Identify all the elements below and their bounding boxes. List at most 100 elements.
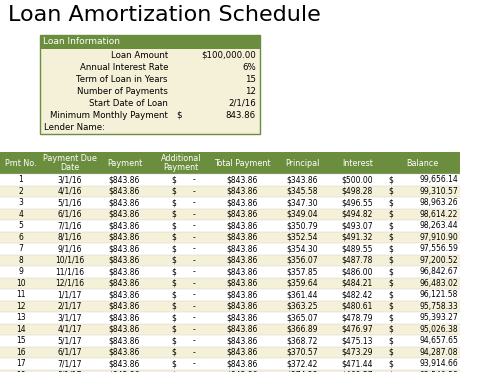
- Text: $: $: [388, 371, 394, 372]
- Text: $: $: [172, 371, 176, 372]
- Text: 95,393.27: 95,393.27: [419, 313, 458, 322]
- Text: $: $: [172, 244, 176, 253]
- Text: $843.86: $843.86: [227, 336, 258, 345]
- Text: $: $: [172, 290, 176, 299]
- Bar: [40, 35, 260, 49]
- Text: $361.44: $361.44: [287, 290, 318, 299]
- Bar: [0, 220, 460, 231]
- Text: 2: 2: [18, 187, 24, 196]
- Text: Interest: Interest: [342, 158, 373, 167]
- Text: $359.64: $359.64: [286, 279, 318, 288]
- Text: $843.86: $843.86: [109, 187, 140, 196]
- Text: $: $: [388, 198, 394, 207]
- Text: $843.86: $843.86: [227, 256, 258, 265]
- Text: 15: 15: [245, 74, 256, 83]
- Text: $: $: [388, 302, 394, 311]
- Text: $: $: [172, 256, 176, 265]
- Text: $349.04: $349.04: [286, 210, 318, 219]
- Text: $: $: [388, 290, 394, 299]
- Text: 11: 11: [16, 290, 26, 299]
- Text: 12: 12: [245, 87, 256, 96]
- Text: $: $: [172, 267, 176, 276]
- Text: -: -: [192, 256, 195, 265]
- Text: 93,540.38: 93,540.38: [419, 371, 458, 372]
- Text: $843.86: $843.86: [227, 359, 258, 368]
- Text: $843.86: $843.86: [109, 302, 140, 311]
- Text: $486.00: $486.00: [342, 267, 373, 276]
- Text: Minimum Monthly Payment: Minimum Monthly Payment: [50, 110, 168, 119]
- Text: $843.86: $843.86: [109, 371, 140, 372]
- Text: $: $: [172, 359, 176, 368]
- Text: $: $: [176, 110, 182, 119]
- Text: $370.57: $370.57: [286, 348, 318, 357]
- Text: $: $: [172, 175, 176, 184]
- Text: $: $: [172, 313, 176, 322]
- Text: $843.86: $843.86: [109, 256, 140, 265]
- Text: $843.86: $843.86: [109, 313, 140, 322]
- Text: 10/1/16: 10/1/16: [55, 256, 84, 265]
- Text: Start Date of Loan: Start Date of Loan: [89, 99, 168, 108]
- Text: Loan Amount: Loan Amount: [111, 51, 168, 60]
- Text: -: -: [192, 325, 195, 334]
- Text: 843.86: 843.86: [226, 110, 256, 119]
- Text: $: $: [172, 302, 176, 311]
- Text: 97,556.59: 97,556.59: [419, 244, 458, 253]
- Text: -: -: [192, 336, 195, 345]
- Text: 13: 13: [16, 313, 26, 322]
- Text: 7/1/16: 7/1/16: [57, 221, 82, 230]
- Bar: [0, 208, 460, 220]
- Text: -: -: [192, 313, 195, 322]
- Text: $843.86: $843.86: [227, 279, 258, 288]
- Text: $354.30: $354.30: [286, 244, 318, 253]
- Text: -: -: [192, 267, 195, 276]
- Text: -: -: [192, 233, 195, 242]
- Text: 6: 6: [18, 233, 24, 242]
- Text: 6/1/17: 6/1/17: [57, 348, 82, 357]
- Text: 97,910.90: 97,910.90: [419, 233, 458, 242]
- Bar: [0, 358, 460, 369]
- Text: 7/1/17: 7/1/17: [57, 359, 82, 368]
- Text: $: $: [388, 244, 394, 253]
- Text: 9: 9: [18, 267, 24, 276]
- Text: $843.86: $843.86: [227, 244, 258, 253]
- Text: $365.07: $365.07: [286, 313, 318, 322]
- Text: 8/1/16: 8/1/16: [58, 233, 82, 242]
- Text: 96,483.02: 96,483.02: [420, 279, 458, 288]
- Text: 4/1/17: 4/1/17: [57, 325, 82, 334]
- Text: 5/1/16: 5/1/16: [57, 198, 82, 207]
- Text: $469.57: $469.57: [342, 371, 374, 372]
- Text: $843.86: $843.86: [109, 279, 140, 288]
- Text: $493.07: $493.07: [342, 221, 374, 230]
- Text: -: -: [192, 244, 195, 253]
- Bar: [0, 152, 460, 174]
- Text: Additional
Payment: Additional Payment: [161, 154, 201, 172]
- Text: $843.86: $843.86: [109, 336, 140, 345]
- Text: $475.13: $475.13: [342, 336, 373, 345]
- Text: $374.28: $374.28: [287, 371, 318, 372]
- Text: $471.44: $471.44: [342, 359, 373, 368]
- Text: $352.54: $352.54: [287, 233, 318, 242]
- Text: $843.86: $843.86: [109, 348, 140, 357]
- Text: $843.86: $843.86: [227, 198, 258, 207]
- Bar: [0, 254, 460, 266]
- Text: $482.42: $482.42: [342, 290, 373, 299]
- Text: 18: 18: [16, 371, 26, 372]
- Bar: [0, 312, 460, 324]
- Text: $: $: [388, 325, 394, 334]
- Text: $498.28: $498.28: [342, 187, 373, 196]
- Text: 3/1/17: 3/1/17: [57, 313, 82, 322]
- Text: 96,121.58: 96,121.58: [420, 290, 458, 299]
- Text: -: -: [192, 198, 195, 207]
- Text: 8/1/17: 8/1/17: [58, 371, 82, 372]
- Text: $372.42: $372.42: [287, 359, 318, 368]
- Text: 4/1/16: 4/1/16: [57, 187, 82, 196]
- Text: Pmt No.: Pmt No.: [5, 158, 37, 167]
- Text: 94,287.08: 94,287.08: [420, 348, 458, 357]
- Text: $476.97: $476.97: [342, 325, 374, 334]
- Text: 1: 1: [18, 175, 24, 184]
- Text: $494.82: $494.82: [342, 210, 373, 219]
- Text: Loan Information: Loan Information: [43, 38, 120, 46]
- Text: 99,656.14: 99,656.14: [419, 175, 458, 184]
- Text: $: $: [172, 221, 176, 230]
- Text: 97,200.52: 97,200.52: [420, 256, 458, 265]
